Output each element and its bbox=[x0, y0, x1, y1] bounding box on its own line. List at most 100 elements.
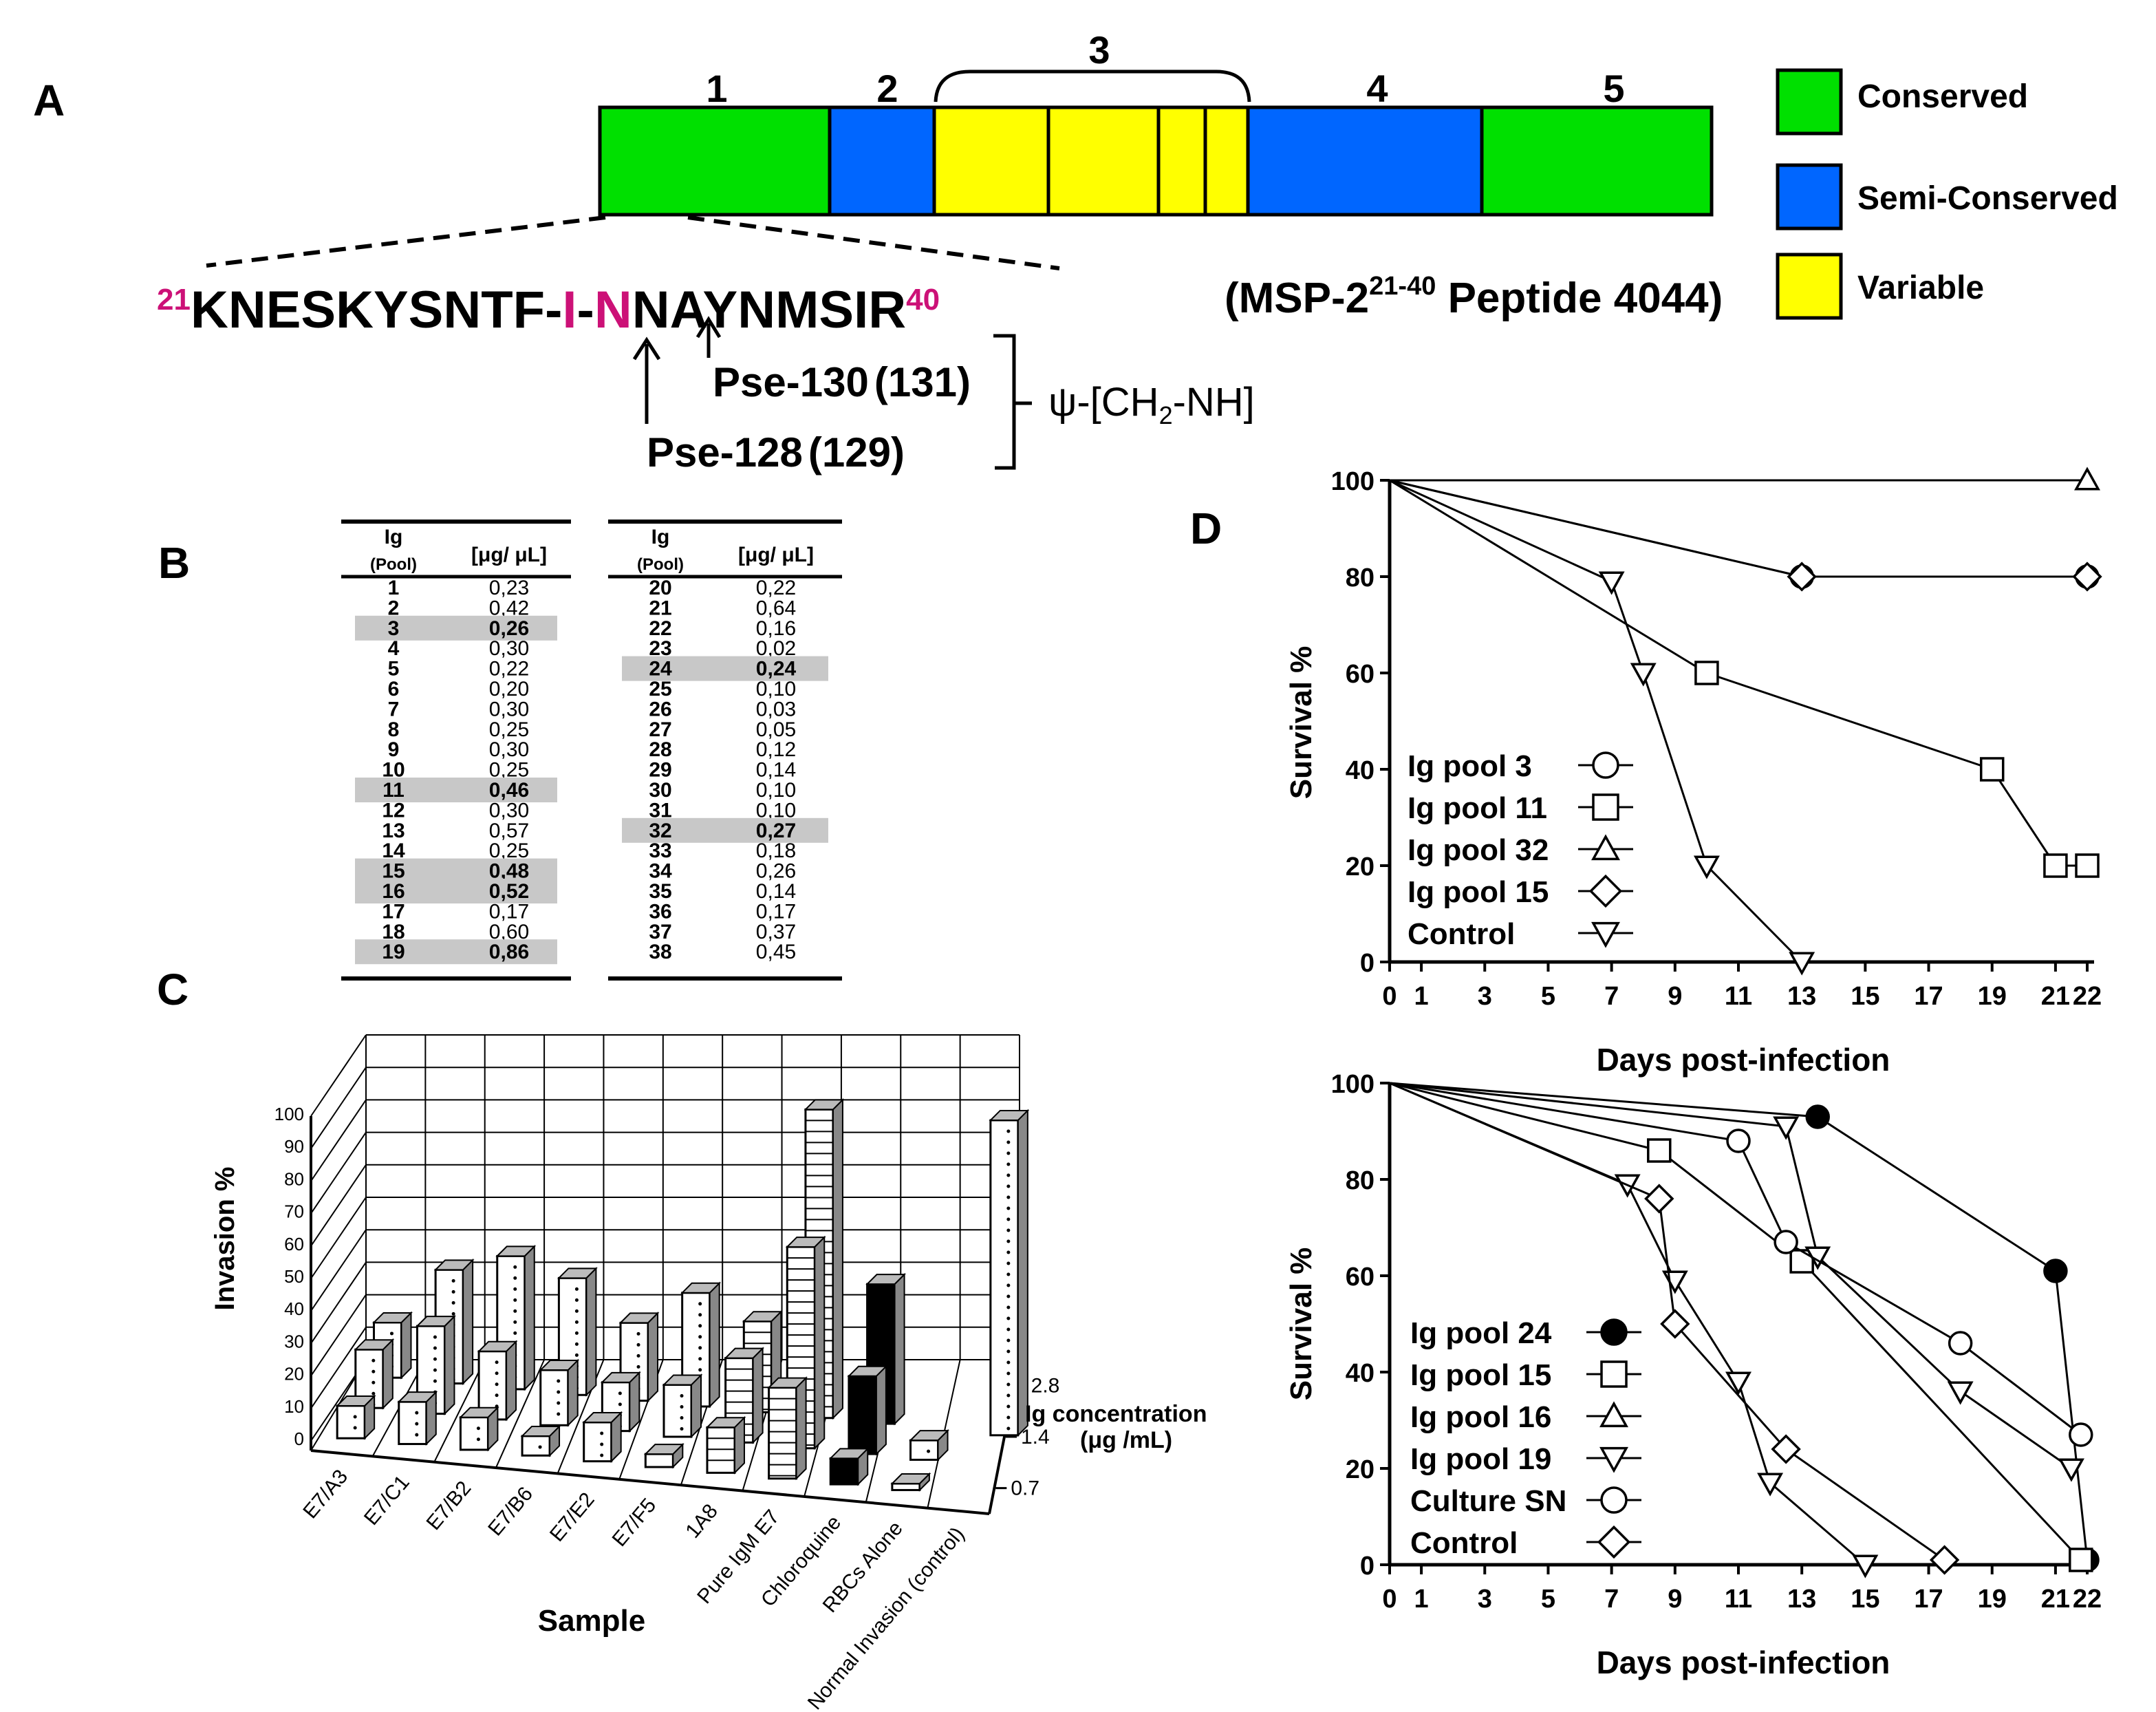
triangle-up-marker bbox=[2074, 467, 2100, 491]
c-bar-pattern bbox=[1006, 1393, 1011, 1398]
c-bar-front bbox=[706, 1426, 736, 1474]
c-bar-side bbox=[814, 1235, 826, 1451]
d-y-tick-label: 20 bbox=[1346, 853, 1375, 881]
c-bar-side bbox=[567, 1358, 579, 1427]
c-side-grid-line bbox=[310, 1327, 367, 1409]
d-x-tick-label: 13 bbox=[1787, 1585, 1816, 1614]
c-bar-front bbox=[583, 1421, 613, 1463]
c-bar-pattern bbox=[433, 1335, 437, 1339]
c-bar-pattern bbox=[495, 1371, 499, 1376]
square-marker bbox=[2069, 1548, 2093, 1572]
triangle-down-marker bbox=[1591, 921, 1620, 948]
c-bar-pattern bbox=[513, 1331, 517, 1335]
c-floor-grid-line bbox=[495, 1359, 546, 1468]
c-bar-pattern bbox=[1006, 1283, 1011, 1287]
c-bar-side bbox=[585, 1266, 597, 1397]
c-category-label: E7/B2 bbox=[422, 1477, 476, 1534]
c-bar-pattern bbox=[433, 1346, 437, 1350]
table-cell-conc: 0,22 bbox=[489, 658, 529, 681]
table-cell-pool: 2 bbox=[388, 597, 400, 619]
arrow-pse128-head bbox=[632, 336, 661, 361]
filled-circle-marker bbox=[2043, 1259, 2068, 1283]
c-bar-side bbox=[647, 1311, 659, 1403]
c-bar-top bbox=[459, 1406, 499, 1418]
c-bar-pattern bbox=[371, 1369, 376, 1373]
c-bar-pattern bbox=[698, 1335, 702, 1339]
c-y-tick-label: 80 bbox=[284, 1168, 304, 1189]
c-bar-pattern bbox=[353, 1415, 357, 1419]
c-bar-front bbox=[891, 1482, 921, 1491]
c-bar-pattern bbox=[371, 1391, 376, 1395]
c-bar-pattern bbox=[476, 1426, 480, 1431]
c-side-grid-line bbox=[310, 1197, 367, 1279]
c-bar-pattern bbox=[557, 1401, 561, 1405]
c-bar-pattern bbox=[538, 1445, 542, 1449]
panel-a-label: A bbox=[33, 76, 65, 125]
table-cell-pool: 16 bbox=[382, 880, 405, 903]
c-bar-pattern bbox=[1006, 1426, 1011, 1431]
psi-bond-label: ψ-[CH2-NH] bbox=[1048, 380, 1255, 429]
table-cell-conc: 0,30 bbox=[489, 698, 529, 720]
table-cell-pool: 7 bbox=[388, 698, 400, 720]
c-bar-pattern bbox=[927, 1449, 931, 1453]
c-bar-pattern bbox=[1006, 1261, 1011, 1265]
d-x-tick-label: 3 bbox=[1478, 1585, 1492, 1614]
d-x-tick-label: 17 bbox=[1914, 1585, 1943, 1614]
domain-5-block bbox=[1480, 105, 1714, 217]
table-cell-pool: 22 bbox=[649, 617, 671, 640]
table-cell-conc: 0,18 bbox=[756, 839, 796, 862]
legend-label-variable: Variable bbox=[1857, 270, 1984, 306]
domain-3d-block bbox=[1203, 105, 1250, 217]
triangle-up-marker bbox=[1591, 834, 1620, 861]
c-bar-pattern bbox=[1006, 1382, 1011, 1387]
d-x-tick-label: 0 bbox=[1382, 1585, 1397, 1614]
triangle-down-marker bbox=[1789, 952, 1815, 976]
table-cell-pool: 32 bbox=[649, 820, 671, 842]
d-legend-label: Control bbox=[1410, 1526, 1518, 1560]
table-row-highlight bbox=[355, 879, 557, 903]
domain-3a-block bbox=[932, 105, 1050, 217]
zoom-line-right bbox=[687, 215, 1060, 270]
c-bar-top bbox=[416, 1316, 456, 1327]
table-cell-conc: 0,03 bbox=[756, 698, 796, 720]
triangle-down-marker bbox=[1947, 1381, 1974, 1405]
d-y-tick-label: 100 bbox=[1331, 1070, 1375, 1099]
c-bar-pattern bbox=[680, 1393, 684, 1398]
c-category-label: E7/F5 bbox=[608, 1494, 661, 1551]
table-cell-pool: 35 bbox=[649, 880, 671, 903]
c-bar-pattern bbox=[574, 1320, 579, 1324]
c-bar-top bbox=[372, 1312, 413, 1323]
c-bar-side bbox=[709, 1281, 720, 1409]
c-bar-pattern bbox=[557, 1412, 561, 1416]
c-side-grid-line bbox=[310, 1067, 367, 1149]
c-bar-top bbox=[865, 1274, 906, 1285]
c-bar-pattern bbox=[451, 1290, 455, 1294]
d-x-tick-label: 1 bbox=[1414, 982, 1429, 1011]
invasion-3d-bar-chart: 0 10 20 30 40 50 60 70 80 90 100 0.7 1.4 2.8 E7/A3 E7/C… bbox=[274, 1034, 1059, 1712]
c-category-label: E7/B6 bbox=[484, 1483, 537, 1541]
c-z-axis-label-1: Ig concentration bbox=[1025, 1401, 1207, 1427]
d-x-tick-label: 21 bbox=[2041, 982, 2070, 1011]
c-floor-grid-line bbox=[433, 1359, 486, 1463]
triangle-down-marker bbox=[1852, 1554, 1879, 1579]
table-cell-conc: 0,05 bbox=[756, 718, 796, 741]
c-bar-top bbox=[539, 1360, 580, 1371]
d-x-tick-label: 21 bbox=[2041, 1585, 2070, 1614]
c-bar-pattern bbox=[1006, 1404, 1011, 1409]
diamond-marker bbox=[1771, 1434, 1801, 1464]
ig-pool-table: Ig(Pool) [μg/ μL]1 0,232 0,423 0,264 0,305 0,2… bbox=[341, 520, 842, 981]
c-bar-pattern bbox=[451, 1301, 455, 1305]
c-bar-pattern bbox=[513, 1265, 517, 1269]
c-bar-front bbox=[539, 1369, 570, 1426]
c-bar-top bbox=[828, 1448, 870, 1459]
panel-c-label: C bbox=[157, 965, 188, 1014]
c-bar-pattern bbox=[1006, 1371, 1011, 1376]
c-bar-pattern bbox=[1006, 1239, 1011, 1243]
d-y-tick-label: 60 bbox=[1346, 660, 1375, 689]
table-cell-conc: 0,23 bbox=[489, 577, 529, 599]
legend-label-semi-conserved: Semi-Conserved bbox=[1857, 180, 2118, 217]
d-y-tick-label: 20 bbox=[1346, 1455, 1375, 1484]
d-x-tick-label: 9 bbox=[1668, 1585, 1682, 1614]
